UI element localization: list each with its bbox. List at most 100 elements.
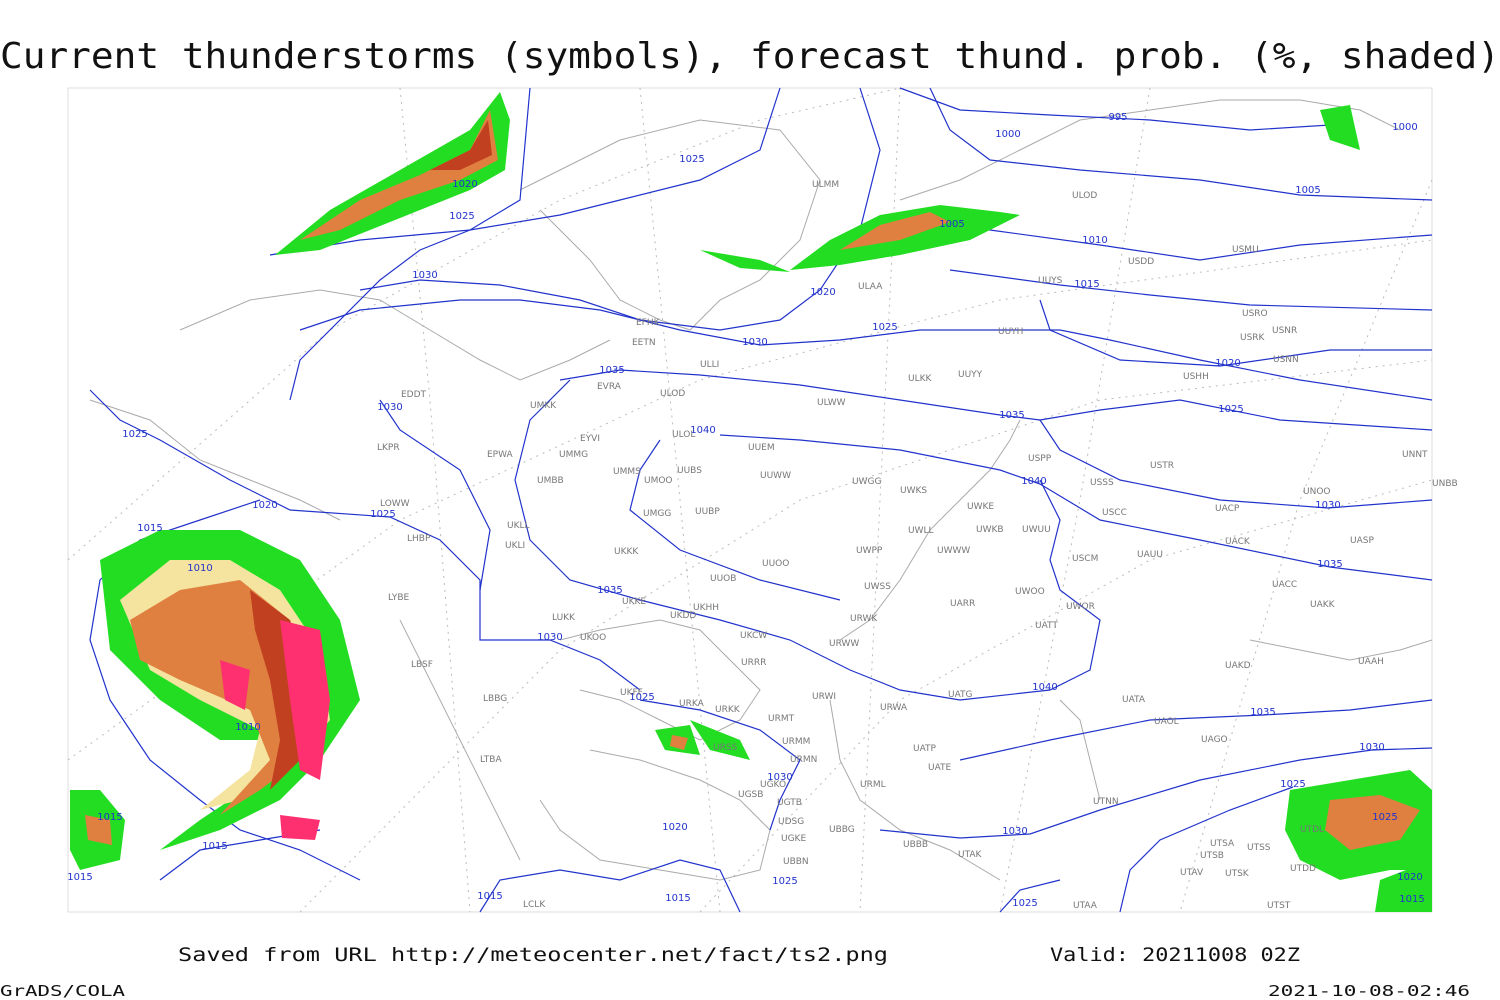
map-frame bbox=[67, 87, 1433, 913]
isobar-label: 1020 bbox=[662, 822, 687, 833]
station-label: UGKO bbox=[760, 780, 786, 790]
station-label: UWKB bbox=[976, 525, 1004, 535]
isobar-label: 1035 bbox=[1250, 707, 1275, 718]
station-label: UUOO bbox=[762, 559, 789, 569]
station-label: UWOO bbox=[1015, 587, 1045, 597]
isobar-label: 1030 bbox=[1315, 500, 1340, 511]
station-label: LHBP bbox=[407, 534, 431, 544]
station-label: UATA bbox=[1122, 695, 1146, 705]
coastlines bbox=[89, 99, 1433, 881]
source-url: Saved from URL http://meteocenter.net/fa… bbox=[178, 944, 888, 966]
isobar-label: 1020 bbox=[452, 179, 477, 190]
station-label: ULOL bbox=[672, 430, 695, 440]
station-label: URSS bbox=[713, 743, 738, 753]
station-label: UAKK bbox=[1310, 600, 1336, 610]
isobar-label: 1000 bbox=[995, 129, 1020, 140]
isobar-label: 1040 bbox=[690, 425, 715, 436]
station-label: UBBG bbox=[829, 825, 855, 835]
station-label: LCLK bbox=[523, 900, 546, 910]
isobar-label: 1025 bbox=[679, 154, 704, 165]
station-label: USTR bbox=[1150, 461, 1174, 471]
station-label: UKKK bbox=[614, 547, 639, 557]
station-label: UBBB bbox=[903, 840, 928, 850]
station-label: UGKE bbox=[781, 834, 806, 844]
station-label: UACK bbox=[1225, 537, 1251, 547]
station-label: URWW bbox=[829, 639, 859, 649]
station-label: UTSB bbox=[1200, 851, 1224, 861]
station-label: UTAA bbox=[1073, 901, 1098, 911]
station-label: UKLI bbox=[505, 541, 525, 551]
isobar-label: 1040 bbox=[1021, 476, 1046, 487]
station-label: USMU bbox=[1232, 245, 1259, 255]
isobar-label: 1025 bbox=[1372, 812, 1397, 823]
station-label: EVRA bbox=[597, 382, 622, 392]
isobar-label: 1005 bbox=[1295, 185, 1320, 196]
isobar-label: 1020 bbox=[1397, 872, 1422, 883]
valid-time: Valid: 20211008 02Z bbox=[1050, 944, 1300, 966]
isobar-label: 1020 bbox=[1215, 358, 1240, 369]
station-label: UNNT bbox=[1402, 450, 1428, 460]
station-label: UDSG bbox=[778, 817, 804, 827]
isobar-label: 1025 bbox=[370, 509, 395, 520]
isobar-label: 1030 bbox=[767, 772, 792, 783]
station-label: UMMS bbox=[613, 467, 641, 477]
station-label: UKCW bbox=[740, 631, 767, 641]
station-label: UACP bbox=[1215, 504, 1240, 514]
station-label: UNBB bbox=[1432, 479, 1458, 489]
station-label: LOWW bbox=[380, 499, 410, 509]
isobar-label: 1010 bbox=[187, 563, 212, 574]
station-label: UMKK bbox=[530, 401, 557, 411]
station-label: UWLL bbox=[908, 526, 934, 536]
station-label: EYVI bbox=[580, 434, 600, 444]
isobar-label: 995 bbox=[1108, 112, 1127, 123]
station-label: EETN bbox=[632, 338, 656, 348]
station-label: EPWA bbox=[487, 450, 514, 460]
station-label: UKKE bbox=[622, 597, 646, 607]
station-label: UATG bbox=[948, 690, 973, 700]
station-label: UUYS bbox=[1038, 276, 1063, 286]
station-label: URRR bbox=[741, 658, 766, 668]
station-label: UTST bbox=[1267, 901, 1291, 911]
isobar-label: 1015 bbox=[1074, 279, 1099, 290]
isobar-label: 1015 bbox=[67, 872, 92, 883]
isobar-label: 1010 bbox=[1082, 235, 1107, 246]
station-label: UNOO bbox=[1303, 487, 1331, 497]
station-label: UATE bbox=[928, 763, 952, 773]
isobar-label: 1000 bbox=[1392, 122, 1417, 133]
station-label: UUBP bbox=[695, 507, 720, 517]
station-label: LUKK bbox=[552, 613, 576, 623]
station-label: UWGG bbox=[852, 477, 881, 487]
isobar-label: 1010 bbox=[235, 722, 260, 733]
station-label: URKA bbox=[679, 699, 705, 709]
station-label: UACC bbox=[1272, 580, 1297, 590]
station-label: UAGO bbox=[1201, 735, 1228, 745]
isobar-label: 1015 bbox=[137, 523, 162, 534]
station-label: EDDT bbox=[401, 390, 427, 400]
station-label: UAKD bbox=[1225, 661, 1251, 671]
station-label: ULLI bbox=[700, 360, 719, 370]
isobar-label: 1035 bbox=[999, 410, 1024, 421]
isobar-label: 1025 bbox=[1218, 404, 1243, 415]
station-label: UMBB bbox=[537, 476, 564, 486]
station-label: LYBE bbox=[388, 593, 409, 603]
station-label: ULWW bbox=[817, 398, 846, 408]
station-label: LBSF bbox=[411, 660, 433, 670]
timestamp: 2021-10-08-02:46 bbox=[1268, 982, 1470, 1000]
station-label: UARR bbox=[950, 599, 975, 609]
station-label: URWI bbox=[812, 692, 836, 702]
station-label: UWSS bbox=[864, 582, 891, 592]
station-label: ULKK bbox=[908, 374, 933, 384]
isobar-label: 1035 bbox=[1317, 559, 1342, 570]
isobar-label: 1030 bbox=[412, 270, 437, 281]
station-label: UATT bbox=[1035, 621, 1058, 631]
station-label: USSS bbox=[1090, 478, 1114, 488]
station-label: UTNN bbox=[1093, 797, 1119, 807]
isobar-label: 1015 bbox=[202, 841, 227, 852]
isobar-label: 1025 bbox=[1012, 898, 1037, 909]
isobar-label: 1025 bbox=[449, 211, 474, 222]
station-label: UTAK bbox=[958, 850, 983, 860]
station-label: UAOL bbox=[1154, 717, 1179, 727]
isobar-label: 1025 bbox=[872, 322, 897, 333]
station-label: USRO bbox=[1242, 309, 1268, 319]
station-label: UKFF bbox=[620, 688, 643, 698]
